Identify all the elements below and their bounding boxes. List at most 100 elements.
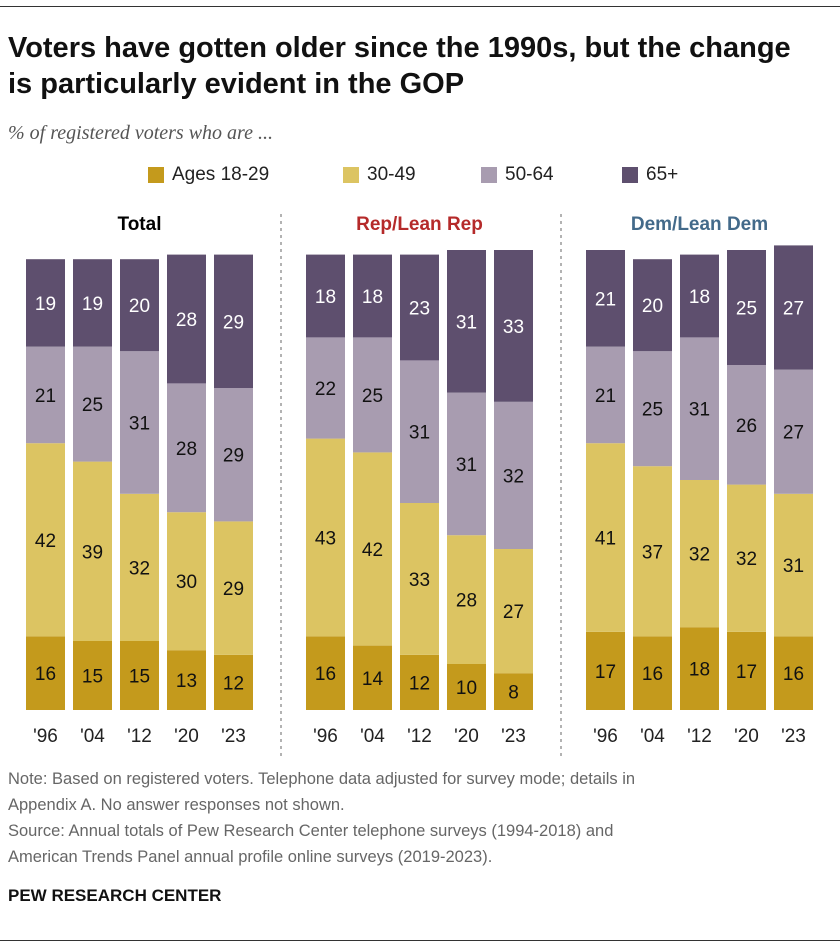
top-rule [0, 6, 840, 7]
data-label-rep-lean-rep-30-49-23: 27 [503, 602, 524, 623]
bar-dem-lean-dem-30-49-23 [774, 493, 813, 637]
tick-label-rep-lean-rep-12: '12 [407, 726, 432, 747]
chart-title: Voters have gotten older since the 1990s… [8, 32, 791, 100]
data-label-dem-lean-dem-30-49-20: 32 [736, 549, 757, 570]
bar-total-ages-18-29-20 [167, 650, 206, 710]
data-label-total-65-96: 19 [35, 294, 56, 315]
bar-dem-lean-dem-ages-18-29-12 [680, 627, 719, 710]
data-label-total-50-64-96: 21 [35, 386, 56, 407]
bar-total-65-04 [73, 259, 112, 347]
data-label-total-ages-18-29-04: 15 [82, 667, 103, 688]
bar-dem-lean-dem-50-64-12 [680, 337, 719, 480]
data-label-total-30-49-96: 42 [35, 531, 56, 552]
source-line-2: American Trends Panel annual profile onl… [8, 848, 493, 866]
data-label-dem-lean-dem-50-64-23: 27 [783, 423, 804, 444]
note-line-1: Note: Based on registered voters. Teleph… [8, 770, 636, 788]
bar-rep-lean-rep-30-49-04 [353, 452, 392, 646]
data-label-rep-lean-rep-50-64-12: 31 [409, 423, 430, 444]
data-label-dem-lean-dem-30-49-96: 41 [595, 529, 616, 550]
bar-rep-lean-rep-ages-18-29-96 [306, 636, 345, 710]
data-label-dem-lean-dem-30-49-12: 32 [689, 545, 710, 566]
data-label-total-ages-18-29-96: 16 [35, 664, 56, 685]
data-label-total-30-49-12: 32 [129, 558, 150, 579]
tick-label-total-20: '20 [174, 726, 199, 747]
bar-dem-lean-dem-30-49-12 [680, 480, 719, 628]
bar-total-30-49-23 [214, 521, 253, 655]
tick-label-dem-lean-dem-20: '20 [734, 726, 759, 747]
data-label-dem-lean-dem-ages-18-29-04: 16 [642, 664, 663, 685]
tick-label-total-96: '96 [33, 726, 58, 747]
bar-rep-lean-rep-65-23 [494, 250, 533, 402]
bar-dem-lean-dem-ages-18-29-23 [774, 636, 813, 710]
data-label-total-30-49-20: 30 [176, 572, 197, 593]
data-label-total-50-64-23: 29 [223, 446, 244, 467]
legend-swatch-30-49 [343, 167, 359, 183]
panel-title-total: Total [118, 214, 162, 235]
data-label-dem-lean-dem-50-64-04: 25 [642, 400, 663, 421]
tick-label-dem-lean-dem-04: '04 [640, 726, 665, 747]
bar-dem-lean-dem-30-49-96 [586, 443, 625, 632]
bar-rep-lean-rep-30-49-20 [447, 535, 486, 664]
source-line-1: Source: Annual totals of Pew Research Ce… [8, 822, 614, 840]
tick-label-rep-lean-rep-20: '20 [454, 726, 479, 747]
legend-label-50-64: 50-64 [505, 164, 554, 185]
bar-rep-lean-rep-50-64-04 [353, 337, 392, 453]
panel-title-dem-lean-dem: Dem/Lean Dem [631, 214, 768, 235]
data-label-rep-lean-rep-50-64-20: 31 [456, 455, 477, 476]
data-label-rep-lean-rep-30-49-04: 42 [362, 540, 383, 561]
data-label-dem-lean-dem-ages-18-29-20: 17 [736, 662, 757, 683]
data-label-dem-lean-dem-ages-18-29-96: 17 [595, 662, 616, 683]
bar-dem-lean-dem-65-04 [633, 259, 672, 352]
data-label-dem-lean-dem-50-64-12: 31 [689, 400, 710, 421]
data-label-total-65-04: 19 [82, 294, 103, 315]
data-label-dem-lean-dem-ages-18-29-23: 16 [783, 664, 804, 685]
bar-rep-lean-rep-50-64-23 [494, 401, 533, 549]
bar-dem-lean-dem-ages-18-29-96 [586, 631, 625, 710]
bottom-rule [0, 940, 840, 941]
data-label-dem-lean-dem-30-49-04: 37 [642, 542, 663, 563]
data-label-dem-lean-dem-65-96: 21 [595, 289, 616, 310]
data-label-total-65-12: 20 [129, 296, 150, 317]
bar-total-30-49-20 [167, 512, 206, 651]
bar-total-50-64-23 [214, 388, 253, 522]
bar-total-50-64-12 [120, 351, 159, 494]
data-label-total-50-64-12: 31 [129, 414, 150, 435]
bar-dem-lean-dem-30-49-04 [633, 466, 672, 637]
legend-label-65-plus: 65+ [646, 164, 679, 185]
panel-title-rep-lean-rep: Rep/Lean Rep [356, 214, 483, 235]
legend-swatch-65-plus [622, 167, 638, 183]
data-label-total-50-64-20: 28 [176, 439, 197, 460]
tick-label-total-12: '12 [127, 726, 152, 747]
legend-swatch-ages-18-29 [148, 167, 164, 183]
data-label-dem-lean-dem-ages-18-29-12: 18 [689, 660, 710, 681]
data-label-rep-lean-rep-50-64-96: 22 [315, 379, 336, 400]
data-label-dem-lean-dem-50-64-96: 21 [595, 386, 616, 407]
bar-total-ages-18-29-96 [26, 636, 65, 710]
tick-label-dem-lean-dem-12: '12 [687, 726, 712, 747]
bar-total-ages-18-29-12 [120, 641, 159, 710]
data-label-dem-lean-dem-65-23: 27 [783, 299, 804, 320]
bar-total-30-49-04 [73, 461, 112, 641]
bar-total-ages-18-29-04 [73, 641, 112, 710]
data-label-rep-lean-rep-ages-18-29-96: 16 [315, 664, 336, 685]
tick-label-dem-lean-dem-96: '96 [593, 726, 618, 747]
data-label-rep-lean-rep-ages-18-29-04: 14 [362, 669, 384, 690]
bar-total-ages-18-29-23 [214, 654, 253, 710]
bar-dem-lean-dem-50-64-20 [727, 365, 766, 485]
tick-label-rep-lean-rep-23: '23 [501, 726, 526, 747]
bar-rep-lean-rep-ages-18-29-20 [447, 664, 486, 710]
bar-dem-lean-dem-65-20 [727, 250, 766, 365]
bar-rep-lean-rep-50-64-12 [400, 360, 439, 503]
bar-dem-lean-dem-ages-18-29-04 [633, 636, 672, 710]
data-label-total-ages-18-29-12: 15 [129, 667, 150, 688]
data-label-rep-lean-rep-65-23: 33 [503, 317, 524, 338]
bar-dem-lean-dem-ages-18-29-20 [727, 631, 766, 710]
bar-rep-lean-rep-ages-18-29-12 [400, 654, 439, 710]
bar-dem-lean-dem-65-12 [680, 254, 719, 338]
bar-rep-lean-rep-ages-18-29-04 [353, 645, 392, 710]
bar-rep-lean-rep-65-96 [306, 254, 345, 338]
chart-subtitle: % of registered voters who are ... [8, 122, 273, 144]
data-label-total-30-49-23: 29 [223, 579, 244, 600]
tick-label-total-23: '23 [221, 726, 246, 747]
data-label-rep-lean-rep-30-49-96: 43 [315, 529, 336, 550]
